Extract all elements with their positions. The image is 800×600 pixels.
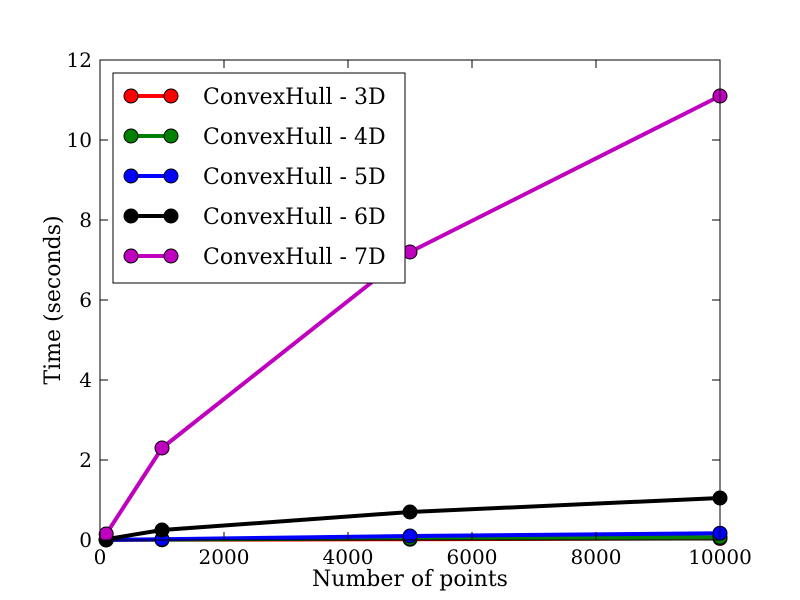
y-tick-label: 2: [79, 448, 92, 472]
legend-label: ConvexHull - 6D: [203, 205, 386, 230]
y-tick-label: 12: [67, 48, 92, 72]
legend-marker: [163, 88, 179, 104]
series-line-4: [105, 496, 721, 542]
legend-marker: [123, 208, 139, 224]
data-point: [154, 522, 170, 538]
x-tick-label: 2000: [199, 545, 250, 569]
y-tick-label: 10: [67, 128, 92, 152]
y-tick-label: 8: [79, 208, 92, 232]
data-point: [402, 504, 418, 520]
legend-label: ConvexHull - 7D: [203, 245, 386, 270]
legend-marker: [123, 168, 139, 184]
legend-marker: [163, 128, 179, 144]
legend-label: ConvexHull - 5D: [203, 165, 386, 190]
x-tick-label: 4000: [323, 545, 374, 569]
data-point: [98, 526, 114, 542]
x-axis-label: Number of points: [312, 567, 508, 592]
legend-marker: [163, 168, 179, 184]
legend-marker: [123, 128, 139, 144]
x-tick-label: 8000: [571, 545, 622, 569]
x-tick-label: 6000: [447, 545, 498, 569]
data-point: [154, 440, 170, 456]
legend-marker: [163, 208, 179, 224]
legend-label: ConvexHull - 4D: [203, 125, 386, 150]
data-point: [402, 528, 418, 544]
series-line-5: [104, 94, 721, 536]
legend: ConvexHull - 3D ConvexHull - 4D ConvexHull…: [112, 72, 406, 284]
legend-marker: [123, 88, 139, 104]
legend-marker: [123, 248, 139, 264]
x-tick-label: 0: [94, 545, 107, 569]
y-tick-label: 0: [79, 528, 92, 552]
legend-marker: [163, 248, 179, 264]
legend-label: ConvexHull - 3D: [203, 85, 386, 110]
y-axis-label: Time (seconds): [41, 215, 66, 384]
y-tick-label: 6: [79, 288, 92, 312]
y-tick-label: 4: [79, 368, 92, 392]
axis-ticks: 0 2000 4000 6000 8000 10000 0 2 4 6 8 10 12: [67, 48, 752, 569]
x-tick-label: 10000: [688, 545, 752, 569]
